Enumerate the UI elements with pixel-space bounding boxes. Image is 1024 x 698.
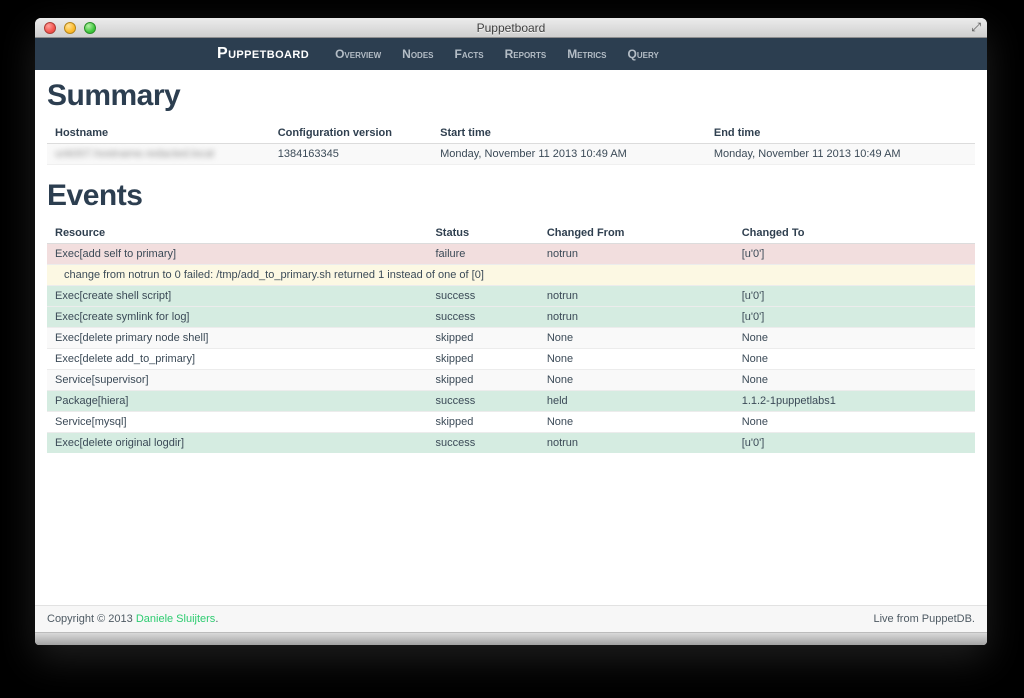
event-changed-to: None xyxy=(733,327,975,349)
event-status: success xyxy=(427,285,539,307)
event-changed-to: [u'0'] xyxy=(733,243,975,265)
summary-start-time: Monday, November 11 2013 10:49 AM xyxy=(432,143,706,165)
events-col-status: Status xyxy=(427,223,539,244)
nav-item-overview[interactable]: Overview xyxy=(335,47,382,61)
event-changed-from: notrun xyxy=(538,243,734,265)
copyright-text: Copyright © 2013 Daniele Sluijters. xyxy=(47,613,218,625)
table-row: Exec[delete original logdir] success not… xyxy=(47,432,975,453)
summary-col-end-time: End time xyxy=(705,123,975,144)
events-col-changed-from: Changed From xyxy=(538,223,734,244)
event-resource: Exec[delete add_to_primary] xyxy=(47,348,428,370)
summary-row: unk007.hostname.redacted.local 138416334… xyxy=(47,143,975,165)
event-status: skipped xyxy=(427,411,539,433)
table-row: Exec[create shell script] success notrun… xyxy=(47,285,975,307)
event-changed-from: None xyxy=(538,411,734,433)
redacted-hostname: unk007.hostname.redacted.local xyxy=(55,148,214,160)
summary-col-start-time: Start time xyxy=(432,123,706,144)
summary-config-version: 1384163345 xyxy=(269,143,433,165)
event-changed-from: held xyxy=(538,390,734,412)
copyright-prefix: Copyright © 2013 xyxy=(47,613,136,625)
event-resource: Exec[create symlink for log] xyxy=(47,306,428,328)
event-changed-from: None xyxy=(538,369,734,391)
event-changed-to: [u'0'] xyxy=(733,432,975,453)
minimize-window-icon[interactable] xyxy=(64,22,76,34)
event-changed-to: None xyxy=(733,369,975,391)
event-resource: Exec[delete primary node shell] xyxy=(47,327,428,349)
event-status: skipped xyxy=(427,369,539,391)
navbar: Puppetboard Overview Nodes Facts Reports… xyxy=(35,38,987,70)
event-changed-to: [u'0'] xyxy=(733,306,975,328)
event-resource: Service[mysql] xyxy=(47,411,428,433)
main-content: Summary Hostname Configuration version S… xyxy=(35,70,987,605)
window-title: Puppetboard xyxy=(476,20,546,35)
summary-col-hostname: Hostname xyxy=(47,123,270,144)
event-changed-from: None xyxy=(538,348,734,370)
fullscreen-icon[interactable]: ⤢ xyxy=(971,20,981,34)
events-col-changed-to: Changed To xyxy=(733,223,975,244)
event-changed-to: 1.1.2-1puppetlabs1 xyxy=(733,390,975,412)
window-controls xyxy=(44,22,96,34)
nav-item-reports[interactable]: Reports xyxy=(504,47,547,61)
events-header-row: Resource Status Changed From Changed To xyxy=(47,223,975,244)
event-changed-from: notrun xyxy=(538,285,734,307)
copyright-suffix: . xyxy=(215,613,219,625)
event-status: success xyxy=(427,390,539,412)
event-resource: Package[hiera] xyxy=(47,390,428,412)
events-heading: Events xyxy=(47,179,143,212)
event-status: skipped xyxy=(427,327,539,349)
nav-item-metrics[interactable]: Metrics xyxy=(567,47,607,61)
event-changed-to: None xyxy=(733,348,975,370)
brand-link[interactable]: Puppetboard xyxy=(217,45,310,62)
failure-message: change from notrun to 0 failed: /tmp/add… xyxy=(47,264,975,286)
event-resource: Exec[delete original logdir] xyxy=(47,432,428,453)
summary-table: Hostname Configuration version Start tim… xyxy=(47,123,975,165)
summary-header-row: Hostname Configuration version Start tim… xyxy=(47,123,975,144)
page-footer: Copyright © 2013 Daniele Sluijters. Live… xyxy=(35,605,987,632)
nav-item-nodes[interactable]: Nodes xyxy=(402,47,434,61)
summary-heading: Summary xyxy=(47,79,181,112)
events-table: Resource Status Changed From Changed To … xyxy=(47,223,975,453)
event-changed-to: [u'0'] xyxy=(733,285,975,307)
table-row: Exec[create symlink for log] success not… xyxy=(47,306,975,328)
event-status: success xyxy=(427,306,539,328)
table-row: Service[mysql] skipped None None xyxy=(47,411,975,433)
event-status: success xyxy=(427,432,539,453)
app-window: Puppetboard ⤢ Puppetboard Overview Nodes… xyxy=(35,18,987,645)
event-changed-to: None xyxy=(733,411,975,433)
event-changed-from: notrun xyxy=(538,432,734,453)
table-row: Package[hiera] success held 1.1.2-1puppe… xyxy=(47,390,975,412)
event-resource: Exec[create shell script] xyxy=(47,285,428,307)
author-link[interactable]: Daniele Sluijters xyxy=(135,613,216,625)
event-changed-from: notrun xyxy=(538,306,734,328)
live-from-puppetdb-text: Live from PuppetDB. xyxy=(873,613,976,625)
table-row: Exec[delete add_to_primary] skipped None… xyxy=(47,348,975,370)
table-row: Exec[add self to primary] failure notrun… xyxy=(47,243,975,265)
nav-item-facts[interactable]: Facts xyxy=(454,47,484,61)
nav-item-query[interactable]: Query xyxy=(627,47,659,61)
event-status: skipped xyxy=(427,348,539,370)
table-row: Service[supervisor] skipped None None xyxy=(47,369,975,391)
summary-hostname: unk007.hostname.redacted.local xyxy=(47,143,270,165)
zoom-window-icon[interactable] xyxy=(84,22,96,34)
event-changed-from: None xyxy=(538,327,734,349)
event-resource: Exec[add self to primary] xyxy=(47,243,428,265)
window-bottom-chrome[interactable] xyxy=(35,632,987,645)
events-col-resource: Resource xyxy=(47,223,428,244)
window-titlebar[interactable]: Puppetboard ⤢ xyxy=(35,18,987,38)
event-resource: Service[supervisor] xyxy=(47,369,428,391)
summary-col-config-version: Configuration version xyxy=(269,123,433,144)
failure-message-row: change from notrun to 0 failed: /tmp/add… xyxy=(47,264,975,286)
table-row: Exec[delete primary node shell] skipped … xyxy=(47,327,975,349)
close-window-icon[interactable] xyxy=(44,22,56,34)
event-status: failure xyxy=(427,243,539,265)
summary-end-time: Monday, November 11 2013 10:49 AM xyxy=(705,143,975,165)
